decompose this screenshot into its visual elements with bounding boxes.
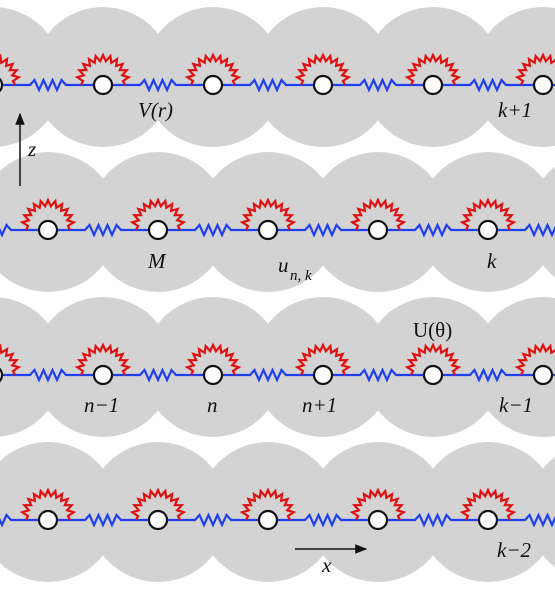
label: k+1 xyxy=(498,98,532,122)
bead xyxy=(39,511,57,529)
label: M xyxy=(147,249,167,273)
bead xyxy=(259,511,277,529)
label: n+1 xyxy=(302,393,337,417)
label: x xyxy=(321,553,332,577)
label: V(r) xyxy=(138,98,173,122)
label: U(θ) xyxy=(413,318,452,342)
bead xyxy=(149,221,167,239)
bead xyxy=(149,511,167,529)
bead xyxy=(534,76,552,94)
bead xyxy=(204,76,222,94)
bead xyxy=(259,221,277,239)
bead xyxy=(369,511,387,529)
diagram: V(r) k+1 z M u n, k k U(θ) n−1 n n+1 k−1… xyxy=(0,0,555,599)
label: k xyxy=(487,249,497,273)
bead xyxy=(479,511,497,529)
label: k−2 xyxy=(497,538,531,562)
bead xyxy=(94,366,112,384)
bead xyxy=(534,366,552,384)
bead xyxy=(204,366,222,384)
bead xyxy=(94,76,112,94)
bead xyxy=(314,76,332,94)
bead xyxy=(479,221,497,239)
label: n, k xyxy=(290,268,312,284)
bead xyxy=(39,221,57,239)
label: u xyxy=(278,253,289,277)
bead xyxy=(314,366,332,384)
label: n xyxy=(207,393,218,417)
bead xyxy=(424,366,442,384)
bead xyxy=(424,76,442,94)
label: k−1 xyxy=(499,393,533,417)
label: z xyxy=(27,137,36,161)
bead xyxy=(369,221,387,239)
label: n−1 xyxy=(84,393,119,417)
